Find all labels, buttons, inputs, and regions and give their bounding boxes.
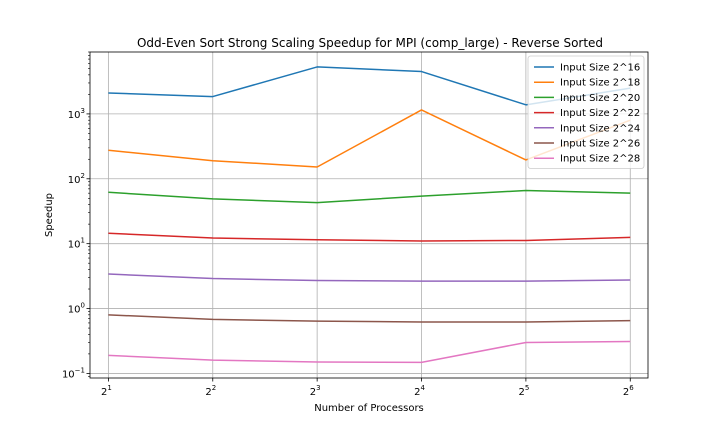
x-tick-label: 24 (414, 384, 425, 398)
y-axis-ticks: 10−1 100 101 102 103 (62, 51, 90, 380)
x-axis-ticks: 21 22 23 24 25 26 (101, 378, 634, 398)
x-tick-label: 22 (205, 384, 216, 398)
x-tick-label: 25 (518, 384, 529, 398)
x-tick-label: 21 (101, 384, 112, 398)
y-tick-label: 100 (68, 302, 85, 316)
legend: Input Size 2^16 Input Size 2^18 Input Size… (527, 55, 645, 169)
y-tick-label: 103 (68, 107, 85, 121)
legend-entry: Input Size 2^22 (560, 108, 640, 119)
y-tick-label: 101 (68, 237, 85, 251)
legend-entry: Input Size 2^20 (560, 93, 640, 104)
series-line (108, 340, 631, 364)
plot-area-frame (89, 51, 649, 379)
legend-entry: Input Size 2^24 (560, 123, 640, 134)
legend-entry: Input Size 2^16 (560, 63, 640, 74)
x-axis-label: Number of Processors (314, 403, 424, 414)
legend-box (527, 55, 645, 169)
y-tick-label: 102 (68, 172, 85, 186)
x-tick-label: 26 (623, 384, 634, 398)
legend-entry: Input Size 2^28 (560, 154, 640, 165)
y-axis-label: Speedup (44, 193, 55, 237)
series-line (108, 273, 631, 282)
legend-entry: Input Size 2^18 (560, 78, 640, 89)
legend-entry: Input Size 2^26 (560, 139, 640, 150)
chart-title: Odd-Even Sort Strong Scaling Speedup for… (137, 36, 603, 50)
x-tick-label: 23 (310, 384, 321, 398)
y-tick-label: 10−1 (62, 366, 85, 380)
series-line (108, 189, 631, 204)
series-line (108, 314, 631, 323)
series-line (108, 232, 631, 242)
